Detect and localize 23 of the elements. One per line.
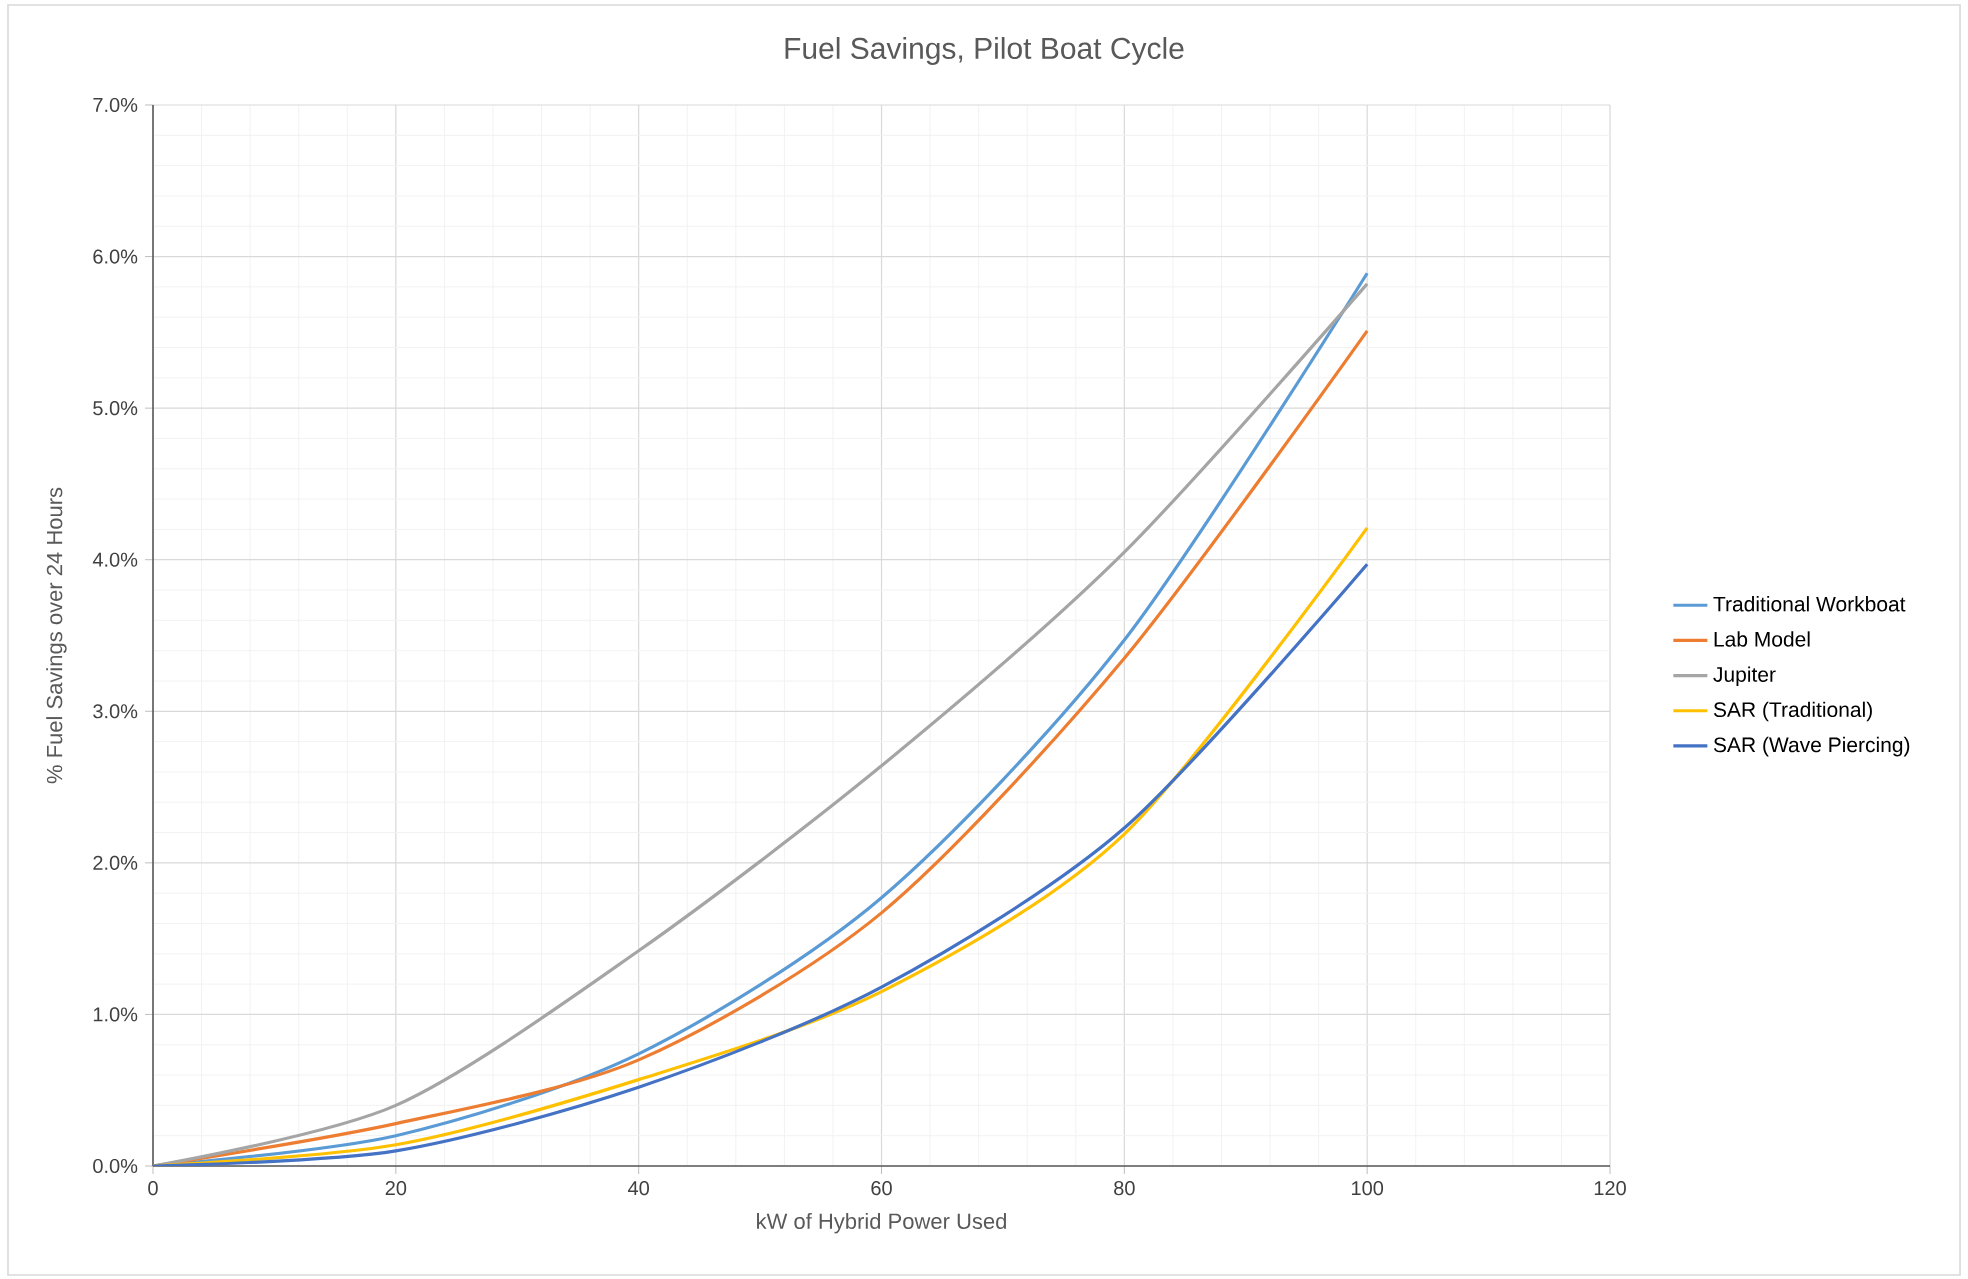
x-tick-label: 60 xyxy=(871,1181,892,1196)
legend-label: Lab Model xyxy=(1714,631,1810,647)
y-tick-label: 1.0% xyxy=(93,1007,138,1022)
x-tick-label: 40 xyxy=(628,1181,650,1196)
x-tick-label: 80 xyxy=(1114,1181,1135,1196)
x-tick-label: 0 xyxy=(148,1181,158,1196)
y-tick-label: 3.0% xyxy=(93,704,138,719)
y-tick-label: 5.0% xyxy=(93,401,138,416)
x-tick-label: 20 xyxy=(385,1181,407,1196)
y-tick-label: 0.0% xyxy=(93,1158,138,1174)
legend-label: SAR (Traditional) xyxy=(1713,701,1872,722)
x-axis-title: kW of Hybrid Power Used xyxy=(757,1212,1006,1234)
y-axis-title: % Fuel Savings over 24 Hours xyxy=(46,487,67,784)
x-tick-label: 100 xyxy=(1352,1181,1384,1196)
legend-label: Traditional Workboat xyxy=(1713,596,1906,612)
x-tick-label: 120 xyxy=(1594,1181,1626,1196)
y-tick-label: 2.0% xyxy=(93,855,138,870)
y-tick-label: 7.0% xyxy=(93,97,138,113)
chart-title: Fuel Savings, Pilot Boat Cycle xyxy=(785,36,1184,65)
y-tick-label: 6.0% xyxy=(93,249,138,264)
legend-label: SAR (Wave Piercing) xyxy=(1713,736,1910,757)
legend-label: Jupiter xyxy=(1713,666,1776,687)
y-tick-label: 4.0% xyxy=(92,552,138,567)
